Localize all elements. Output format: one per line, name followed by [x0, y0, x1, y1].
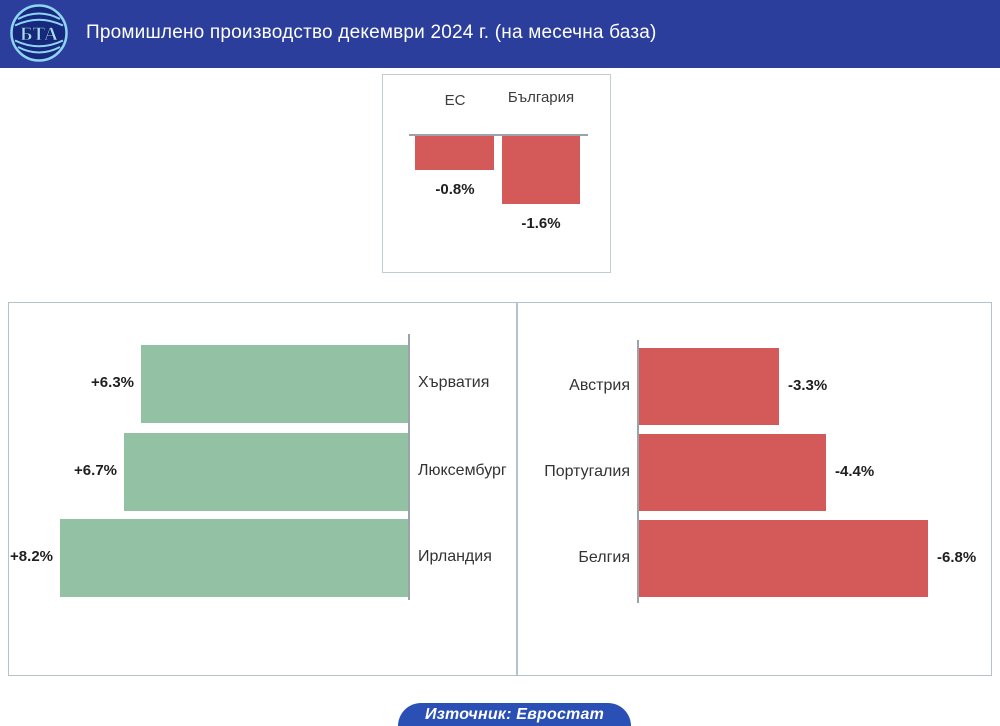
category-label: Хърватия: [418, 374, 490, 391]
source-badge: Източник: Евростат: [398, 703, 631, 726]
chart-bar: [124, 433, 408, 511]
summary-chart-canvas: ЕС България -0.8% -1.6%: [383, 75, 610, 272]
value-label: -1.6%: [521, 215, 561, 232]
category-label: България: [507, 89, 575, 106]
value-label: +6.3%: [91, 374, 134, 391]
losers-chart-panel: -3.3% Австрия -4.4% Португалия -6.8% Белгия: [517, 302, 992, 676]
summary-chart-panel: ЕС България -0.8% -1.6%: [382, 74, 611, 273]
chart-bar: [639, 434, 826, 511]
losers-chart-canvas: -3.3% Австрия -4.4% Португалия -6.8% Белгия: [518, 303, 991, 675]
category-label: Австрия: [569, 377, 630, 394]
chart-bar: [639, 348, 779, 425]
chart-bar: [415, 136, 494, 170]
page-title: Промишлено производство декември 2024 г.…: [86, 22, 657, 43]
category-label: Люксембург: [418, 462, 507, 479]
zero-axis-line: [409, 134, 588, 136]
chart-bar: [60, 519, 408, 597]
value-label: +8.2%: [10, 548, 53, 565]
bta-logo-text: БТА: [20, 24, 58, 45]
category-label: Португалия: [544, 463, 630, 480]
baseline-axis-line: [408, 334, 410, 600]
value-label: -3.3%: [788, 377, 828, 394]
baseline-axis-line: [637, 340, 639, 603]
category-label: Белгия: [578, 549, 630, 566]
gainers-chart-panel: +6.3% Хърватия +6.7% Люксембург +8.2% Ирланди…: [8, 302, 517, 676]
chart-bar: [639, 520, 928, 597]
value-label: -6.8%: [937, 549, 977, 566]
category-label: Ирландия: [418, 548, 492, 565]
chart-bar: [502, 136, 580, 204]
bta-logo-icon: БТА: [10, 4, 68, 62]
chart-bar: [141, 345, 408, 423]
category-label: ЕС: [444, 92, 466, 109]
value-label: -0.8%: [435, 181, 475, 198]
value-label: +6.7%: [74, 462, 117, 479]
header-bar: БТА Промишлено производство декември 202…: [0, 0, 1000, 68]
value-label: -4.4%: [835, 463, 875, 480]
gainers-chart-canvas: +6.3% Хърватия +6.7% Люксембург +8.2% Ирланди…: [9, 303, 516, 675]
